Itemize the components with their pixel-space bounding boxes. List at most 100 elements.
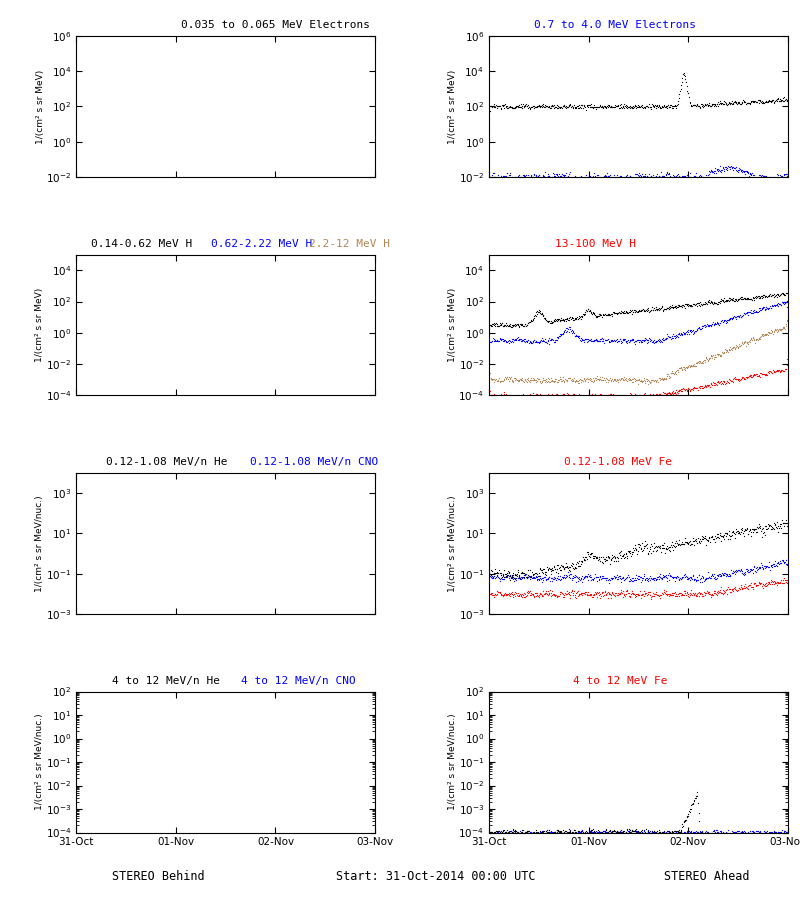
Point bbox=[625, 573, 638, 588]
Point bbox=[598, 571, 610, 585]
Point bbox=[609, 100, 622, 114]
Point bbox=[493, 99, 506, 113]
Point bbox=[640, 374, 653, 388]
Point bbox=[637, 101, 650, 115]
Point bbox=[491, 824, 504, 838]
Point bbox=[635, 825, 648, 840]
Point bbox=[646, 302, 659, 317]
Point bbox=[667, 301, 680, 315]
Point bbox=[606, 333, 619, 347]
Point bbox=[745, 303, 758, 318]
Point bbox=[656, 827, 669, 842]
Point bbox=[746, 562, 759, 576]
Point bbox=[706, 588, 719, 602]
Point bbox=[747, 292, 760, 306]
Point bbox=[710, 832, 722, 847]
Point bbox=[561, 389, 574, 403]
Point bbox=[613, 169, 626, 184]
Point bbox=[527, 170, 540, 184]
Point bbox=[639, 828, 652, 842]
Point bbox=[555, 101, 568, 115]
Point bbox=[654, 334, 667, 348]
Point bbox=[530, 171, 543, 185]
Point bbox=[760, 289, 773, 303]
Point bbox=[531, 371, 544, 385]
Point bbox=[722, 532, 734, 546]
Point bbox=[740, 335, 753, 349]
Point bbox=[676, 382, 689, 397]
Point bbox=[610, 824, 623, 838]
Point bbox=[778, 296, 790, 310]
Point bbox=[647, 301, 660, 315]
Point bbox=[545, 101, 558, 115]
Point bbox=[506, 390, 518, 404]
Point bbox=[628, 824, 641, 838]
Point bbox=[518, 319, 530, 333]
Point bbox=[694, 168, 707, 183]
Point bbox=[623, 544, 636, 558]
Point bbox=[634, 570, 647, 584]
Point bbox=[769, 840, 782, 854]
Point bbox=[711, 833, 724, 848]
Point bbox=[742, 826, 755, 841]
Point bbox=[501, 388, 514, 402]
Point bbox=[573, 373, 586, 387]
Point bbox=[758, 833, 771, 848]
Point bbox=[535, 562, 548, 577]
Point bbox=[684, 570, 697, 584]
Point bbox=[764, 826, 777, 841]
Point bbox=[638, 388, 650, 402]
Point bbox=[592, 572, 605, 586]
Point bbox=[643, 375, 656, 390]
Point bbox=[716, 829, 729, 843]
Point bbox=[568, 328, 581, 343]
Point bbox=[760, 832, 773, 847]
Point bbox=[654, 826, 666, 841]
Point bbox=[628, 588, 641, 602]
Point bbox=[494, 587, 507, 601]
Point bbox=[620, 334, 633, 348]
Point bbox=[661, 99, 674, 113]
Point bbox=[716, 374, 729, 389]
Point bbox=[589, 310, 602, 324]
Point bbox=[661, 542, 674, 556]
Point bbox=[738, 524, 750, 538]
Point bbox=[716, 345, 729, 359]
Point bbox=[666, 540, 678, 554]
Point bbox=[642, 571, 655, 585]
Point bbox=[587, 825, 600, 840]
Point bbox=[750, 561, 762, 575]
Point bbox=[743, 835, 756, 850]
Point bbox=[708, 318, 721, 332]
Point bbox=[747, 94, 760, 109]
Point bbox=[741, 833, 754, 848]
Point bbox=[758, 562, 771, 576]
Point bbox=[564, 171, 577, 185]
Point bbox=[778, 573, 791, 588]
Point bbox=[523, 101, 536, 115]
Point bbox=[548, 825, 561, 840]
Point bbox=[711, 316, 724, 330]
Point bbox=[536, 572, 549, 586]
Point bbox=[646, 374, 659, 388]
Point bbox=[723, 832, 736, 846]
Point bbox=[636, 833, 649, 848]
Point bbox=[566, 556, 579, 571]
Point bbox=[570, 171, 582, 185]
Point bbox=[646, 827, 659, 842]
Point bbox=[714, 292, 727, 306]
Point bbox=[601, 825, 614, 840]
Point bbox=[704, 347, 717, 362]
Point bbox=[724, 532, 737, 546]
Point bbox=[764, 838, 777, 852]
Point bbox=[726, 524, 739, 538]
Point bbox=[642, 824, 654, 839]
Point bbox=[750, 171, 762, 185]
Point bbox=[716, 314, 729, 328]
Point bbox=[567, 569, 580, 583]
Point bbox=[486, 571, 499, 585]
Point bbox=[690, 99, 702, 113]
Point bbox=[674, 361, 686, 375]
Point bbox=[754, 560, 767, 574]
Point bbox=[774, 837, 787, 851]
